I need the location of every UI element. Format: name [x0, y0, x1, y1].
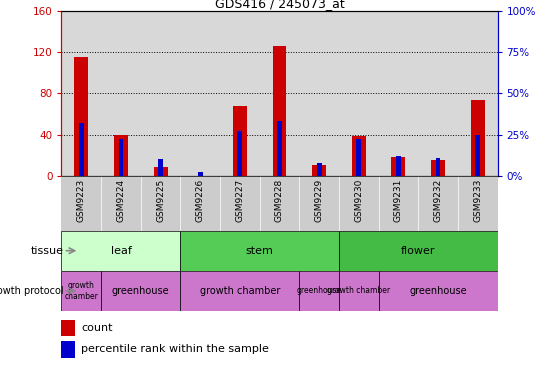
Bar: [154, 168, 168, 176]
Bar: [339, 11, 378, 176]
Bar: [74, 57, 88, 176]
Text: GSM9230: GSM9230: [354, 179, 363, 222]
Bar: [220, 176, 260, 231]
Bar: [79, 123, 84, 176]
Bar: [418, 176, 458, 231]
Text: growth
chamber: growth chamber: [64, 281, 98, 301]
Bar: [317, 163, 321, 176]
Bar: [61, 341, 74, 358]
Bar: [475, 134, 480, 176]
Text: GSM9232: GSM9232: [434, 179, 443, 222]
Text: GSM9231: GSM9231: [394, 179, 403, 222]
Bar: [418, 11, 458, 176]
Bar: [312, 165, 326, 176]
Bar: [101, 11, 141, 176]
Bar: [101, 271, 181, 311]
Bar: [158, 159, 163, 176]
Text: greenhouse: greenhouse: [112, 286, 169, 296]
Text: greenhouse: greenhouse: [409, 286, 467, 296]
Bar: [435, 157, 440, 176]
Bar: [431, 160, 445, 176]
Text: growth chamber: growth chamber: [200, 286, 280, 296]
Text: GSM9225: GSM9225: [156, 179, 165, 222]
Bar: [352, 135, 366, 176]
Text: GSM9224: GSM9224: [116, 179, 125, 221]
Bar: [61, 271, 101, 311]
Bar: [391, 157, 405, 176]
Bar: [339, 176, 378, 231]
Text: stem: stem: [246, 246, 273, 256]
Bar: [299, 271, 339, 311]
Bar: [260, 176, 299, 231]
Bar: [220, 11, 260, 176]
Bar: [61, 320, 74, 336]
Text: greenhouse: greenhouse: [297, 287, 342, 295]
Bar: [378, 271, 498, 311]
Text: growth protocol: growth protocol: [0, 286, 64, 296]
Title: GDS416 / 245073_at: GDS416 / 245073_at: [215, 0, 344, 10]
Text: GSM9226: GSM9226: [196, 179, 205, 222]
Bar: [357, 139, 361, 176]
Text: leaf: leaf: [111, 246, 131, 256]
Bar: [181, 271, 299, 311]
Bar: [378, 176, 418, 231]
Bar: [61, 176, 101, 231]
Text: GSM9223: GSM9223: [77, 179, 86, 222]
Text: GSM9229: GSM9229: [315, 179, 324, 222]
Bar: [339, 271, 378, 311]
Bar: [198, 172, 202, 176]
Bar: [458, 11, 498, 176]
Bar: [181, 176, 220, 231]
Bar: [141, 176, 181, 231]
Bar: [273, 46, 286, 176]
Bar: [238, 131, 242, 176]
Text: GSM9227: GSM9227: [235, 179, 244, 222]
Bar: [181, 231, 339, 271]
Text: tissue: tissue: [31, 246, 64, 256]
Text: flower: flower: [401, 246, 435, 256]
Text: GSM9233: GSM9233: [473, 179, 482, 222]
Bar: [233, 106, 247, 176]
Bar: [141, 11, 181, 176]
Bar: [339, 231, 498, 271]
Bar: [61, 231, 181, 271]
Bar: [458, 176, 498, 231]
Bar: [277, 122, 282, 176]
Bar: [471, 100, 485, 176]
Bar: [299, 11, 339, 176]
Bar: [101, 176, 141, 231]
Text: growth chamber: growth chamber: [327, 287, 390, 295]
Bar: [114, 134, 128, 176]
Text: percentile rank within the sample: percentile rank within the sample: [81, 344, 269, 354]
Text: count: count: [81, 323, 112, 333]
Bar: [299, 176, 339, 231]
Bar: [181, 11, 220, 176]
Bar: [119, 139, 124, 176]
Bar: [378, 11, 418, 176]
Bar: [260, 11, 299, 176]
Bar: [61, 11, 101, 176]
Text: GSM9228: GSM9228: [275, 179, 284, 222]
Bar: [396, 156, 401, 176]
